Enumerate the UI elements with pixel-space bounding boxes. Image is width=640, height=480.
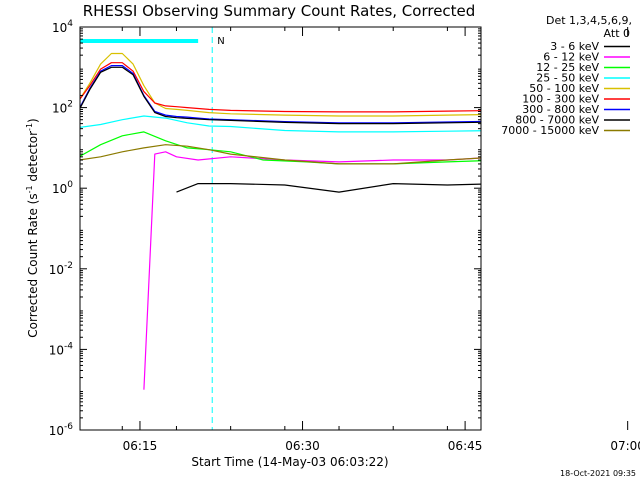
- legend-label-0: 3 - 6 keV: [550, 40, 599, 53]
- y-tick-label-1: 10-4: [49, 341, 74, 357]
- series-line-1: [143, 151, 481, 390]
- series-line-0: [176, 183, 481, 193]
- series-line-4: [80, 52, 481, 117]
- y-tick-label-4: 102: [52, 100, 73, 116]
- series-line-8: [80, 144, 481, 165]
- flags-layer: N: [80, 27, 225, 430]
- y-tick-label-3: 100: [52, 180, 73, 196]
- y-tick-label-0: 10-6: [49, 422, 74, 438]
- x-tick-label-2: 06:45: [448, 439, 483, 453]
- legend-header-line2: Att 0: [604, 27, 630, 40]
- legend-label-8: 7000 - 15000 keV: [501, 124, 599, 137]
- series-line-6: [80, 65, 481, 124]
- y-axis-label-sup1: -1: [25, 185, 34, 193]
- legend-label-6: 300 - 800 keV: [522, 103, 599, 116]
- generation-timestamp: 18-Oct-2021 09:35: [560, 469, 636, 478]
- y-axis-label-sup2: -1: [25, 123, 34, 131]
- y-axis-label-main: Corrected Count Rate (s: [26, 193, 40, 337]
- x-tick-label-1: 06:30: [285, 439, 320, 453]
- y-axis-label-end: ): [26, 118, 40, 123]
- y-tick-label-2: 10-2: [49, 261, 73, 277]
- series-line-5: [80, 62, 481, 113]
- series-line-7: [80, 66, 481, 125]
- night-flag-label: N: [217, 36, 224, 47]
- y-axis-label-mid: detector: [26, 131, 40, 186]
- legend-label-1: 6 - 12 keV: [543, 51, 599, 64]
- plot-frame: [79, 26, 482, 431]
- x-tick-label-0: 06:15: [123, 439, 158, 453]
- series-line-3: [80, 115, 481, 133]
- series-layer: [80, 52, 481, 390]
- series-line-2: [80, 131, 481, 165]
- chart-title: RHESSI Observing Summary Count Rates, Co…: [83, 2, 476, 20]
- legend-label-3: 25 - 50 keV: [536, 72, 599, 85]
- legend-label-4: 50 - 100 keV: [529, 82, 599, 95]
- y-tick-label-5: 104: [52, 19, 73, 35]
- legend-header-line1: Det 1,3,4,5,6,9,: [546, 14, 632, 27]
- y-axis: 10-6 10-4 10-2 100 102 104: [49, 19, 481, 438]
- x-axis-label: Start Time (14-May-03 06:03:22): [191, 455, 388, 469]
- y-axis-label: Corrected Count Rate (s-1 detector-1): [25, 118, 40, 337]
- legend-label-7: 800 - 7000 keV: [515, 114, 599, 127]
- legend-label-2: 12 - 25 keV: [536, 61, 599, 74]
- x-tick-label-3: 07:00: [610, 439, 640, 453]
- legend-label-5: 100 - 300 keV: [522, 93, 599, 106]
